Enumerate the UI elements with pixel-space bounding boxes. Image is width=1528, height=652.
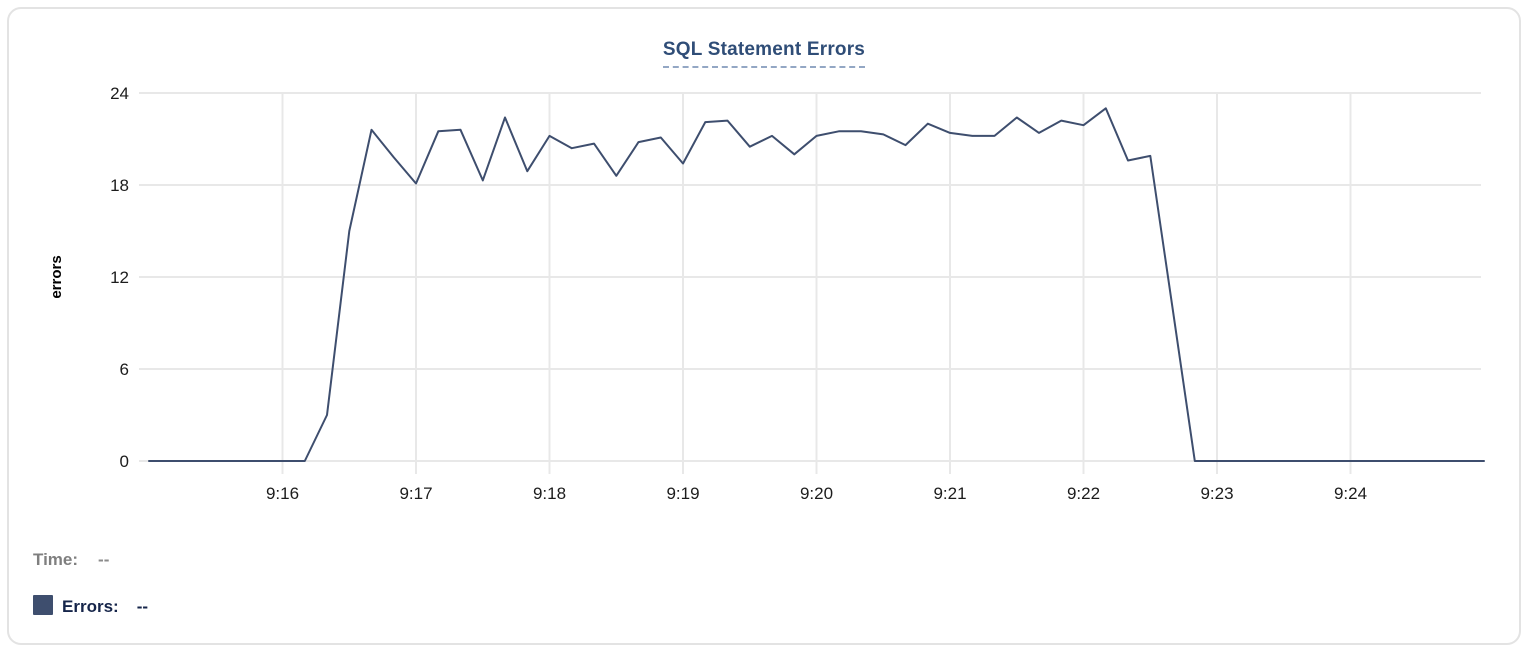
sql-errors-chart[interactable]: 0 6 12 18 24 9:16 9:17 9:18 9:19 9:20 9:21 9:22 9:23… [9,9,1528,521]
x-tick-label: 9:18 [533,484,566,503]
chart-title[interactable]: SQL Statement Errors [662,39,866,68]
chart-title-wrap: SQL Statement Errors [9,39,1519,68]
x-tick-label: 9:21 [933,484,966,503]
x-tick-label: 9:22 [1067,484,1100,503]
x-tick-label: 9:17 [399,484,432,503]
x-tick-label: 9:16 [266,484,299,503]
x-tick-label: 9:23 [1200,484,1233,503]
errors-line-series [148,107,1485,462]
y-tick-label: 12 [110,268,129,287]
time-readout-label: Time: [33,550,79,569]
time-readout: Time: -- [33,550,109,570]
y-tick-label: 6 [120,360,129,379]
time-readout-value: -- [98,550,110,569]
y-tick-label: 0 [120,452,129,471]
y-tick-label: 24 [110,84,129,103]
x-tick-label: 9:19 [666,484,699,503]
x-tick-label: 9:20 [800,484,833,503]
y-tick-label: 18 [110,176,129,195]
errors-readout-value: -- [136,597,149,616]
errors-readout-label: Errors: [62,597,119,616]
errors-readout: Errors: -- [33,595,148,617]
x-tick-label: 9:24 [1334,484,1367,503]
errors-series-swatch [33,595,53,615]
y-axis-label: errors [48,255,65,298]
chart-card: SQL Statement Errors 0 6 12 18 24 9:16 9:17 9:1… [7,7,1521,645]
